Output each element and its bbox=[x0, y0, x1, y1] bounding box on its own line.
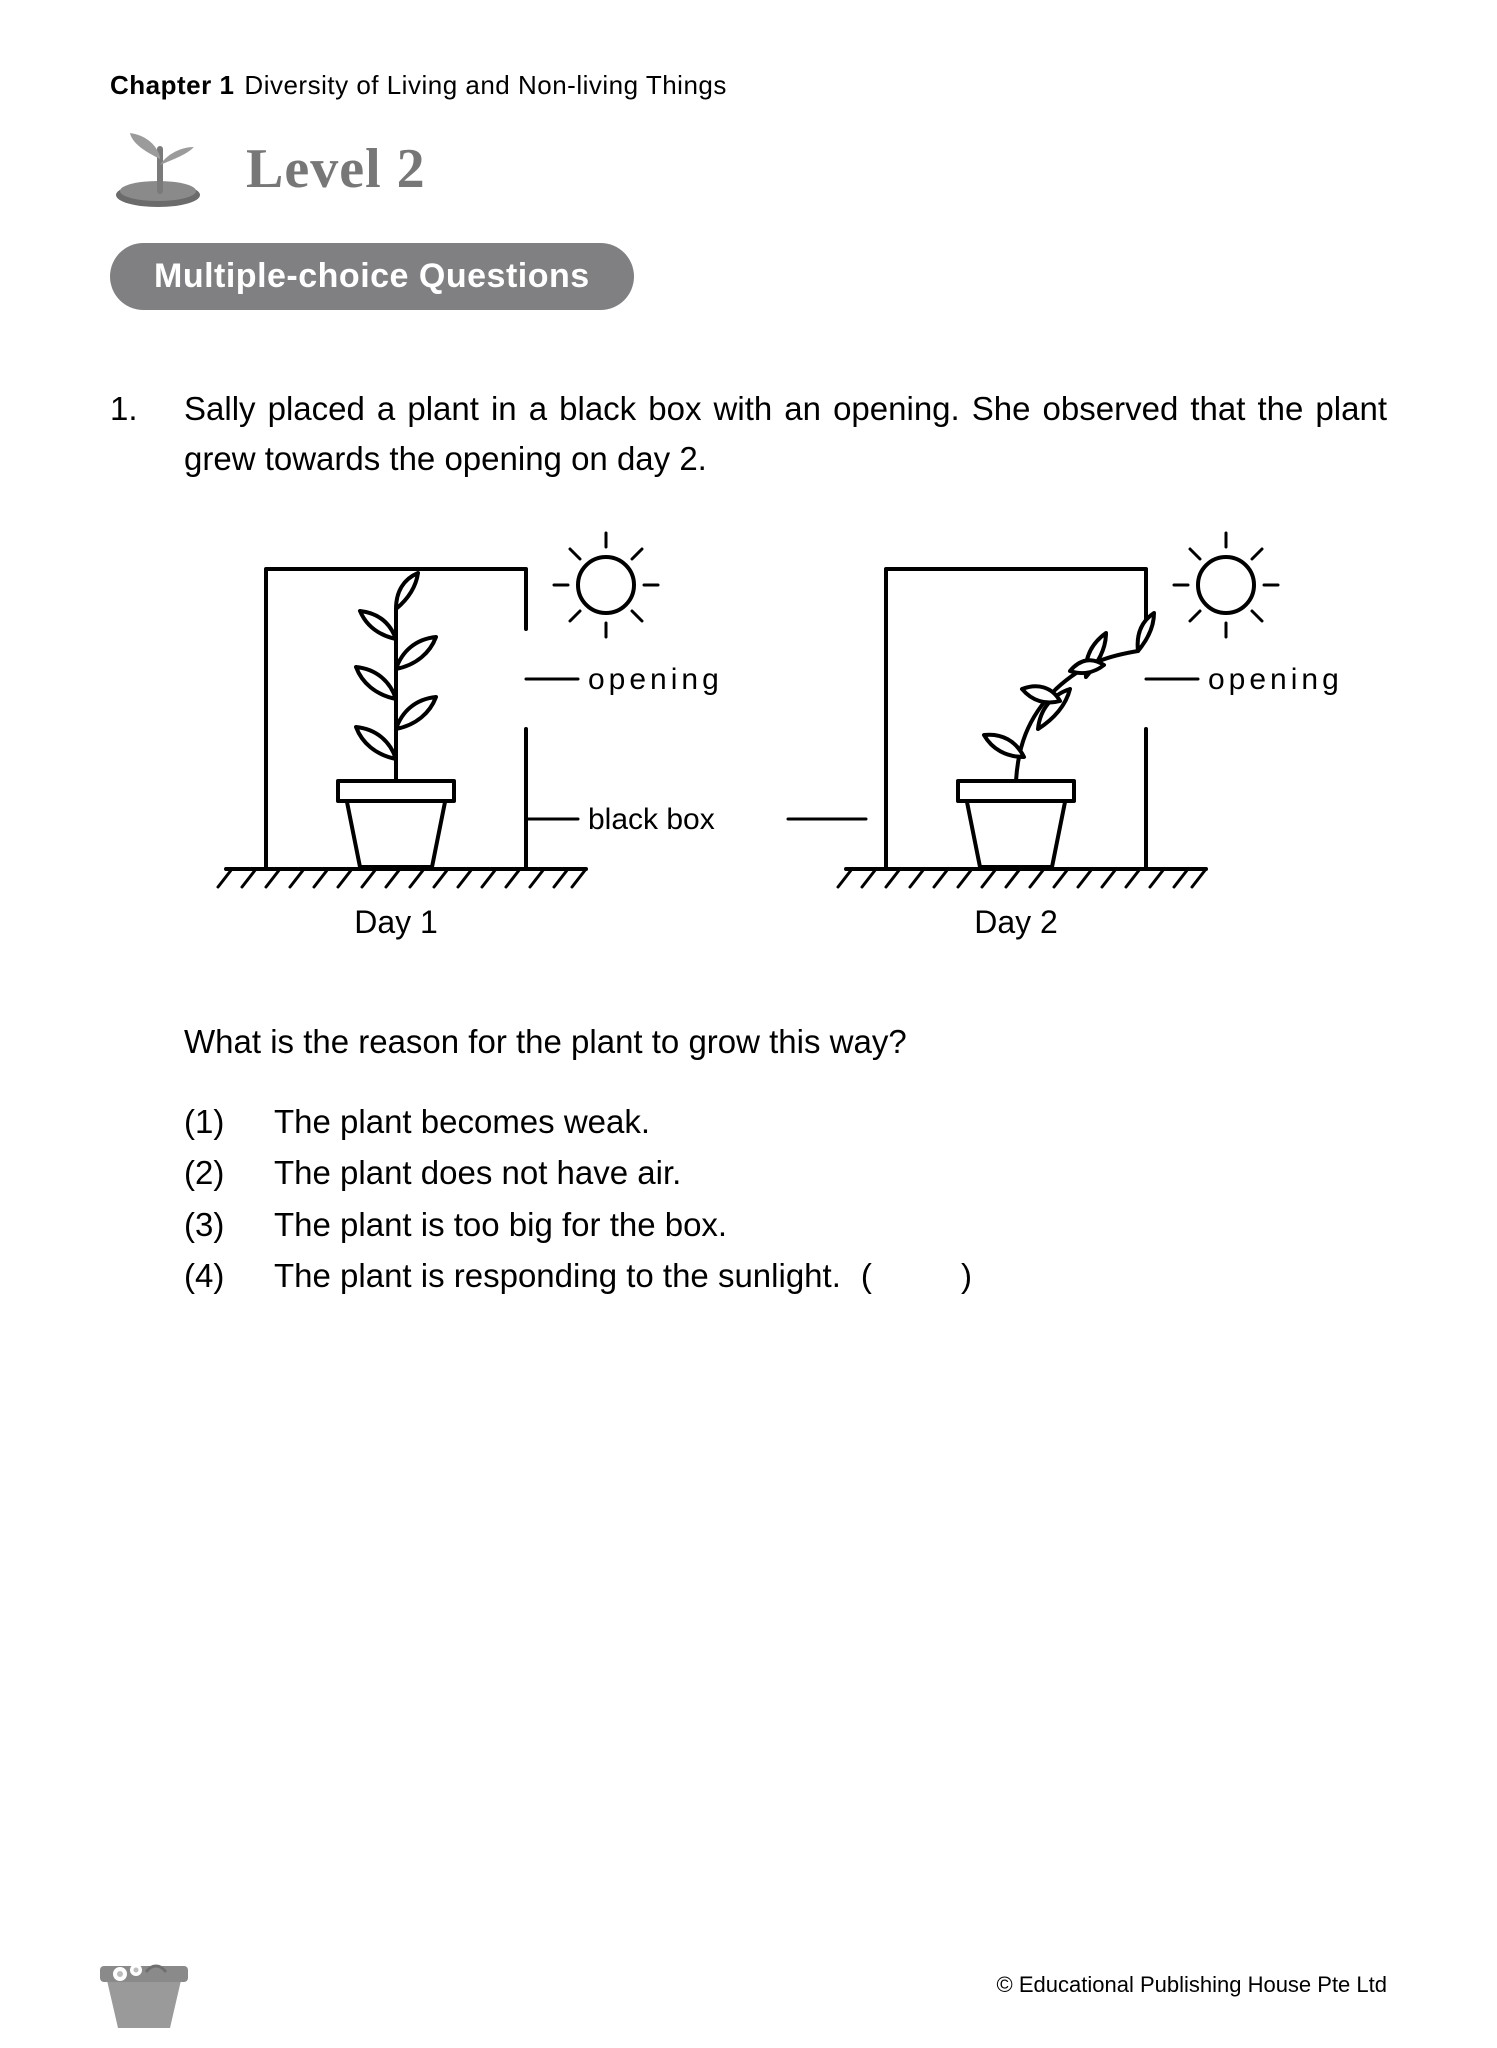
question-text: Sally placed a plant in a black box with… bbox=[184, 384, 1387, 483]
section-heading: Multiple-choice Questions bbox=[110, 243, 1387, 310]
choice-text: The plant becomes weak. bbox=[274, 1097, 650, 1147]
choice-text: The plant is responding to the sunlight. bbox=[274, 1251, 841, 1301]
worksheet-page: Chapter 1 Diversity of Living and Non-liv… bbox=[0, 0, 1497, 2048]
sprout-icon bbox=[110, 129, 220, 209]
level-row: Level 2 bbox=[110, 129, 1387, 209]
flowerpot-icon bbox=[96, 1962, 192, 2032]
svg-text:black box: black box bbox=[588, 803, 715, 836]
choice-text: The plant does not have air. bbox=[274, 1148, 681, 1198]
mcq-pill: Multiple-choice Questions bbox=[110, 243, 634, 310]
choice-item[interactable]: (2) The plant does not have air. bbox=[184, 1148, 1387, 1198]
answer-blank[interactable]: ( ) bbox=[861, 1251, 1012, 1301]
choice-text: The plant is too big for the box. bbox=[274, 1200, 727, 1250]
svg-text:opening: opening bbox=[588, 663, 723, 696]
choice-list: (1) The plant becomes weak. (2) The plan… bbox=[184, 1097, 1387, 1301]
choice-number: (2) bbox=[184, 1148, 254, 1198]
choice-item[interactable]: (4) The plant is responding to the sunli… bbox=[184, 1251, 1387, 1301]
experiment-diagram: opening black box Day 1 bbox=[184, 529, 1387, 969]
choice-number: (4) bbox=[184, 1251, 254, 1301]
sub-question: What is the reason for the plant to grow… bbox=[184, 1017, 1387, 1067]
choice-number: (1) bbox=[184, 1097, 254, 1147]
question-block: 1. Sally placed a plant in a black box w… bbox=[110, 384, 1387, 1303]
choice-item[interactable]: (1) The plant becomes weak. bbox=[184, 1097, 1387, 1147]
chapter-number: Chapter 1 bbox=[110, 70, 234, 100]
chapter-header: Chapter 1 Diversity of Living and Non-liv… bbox=[110, 70, 1387, 101]
question-number: 1. bbox=[110, 384, 150, 1303]
copyright-text: © Educational Publishing House Pte Ltd bbox=[997, 1972, 1387, 1998]
chapter-title: Diversity of Living and Non-living Thing… bbox=[244, 70, 726, 100]
svg-text:Day 1: Day 1 bbox=[354, 904, 438, 940]
svg-text:Day 2: Day 2 bbox=[974, 904, 1058, 940]
level-label: Level 2 bbox=[246, 137, 426, 201]
svg-text:opening: opening bbox=[1208, 663, 1343, 696]
choice-item[interactable]: (3) The plant is too big for the box. bbox=[184, 1200, 1387, 1250]
page-footer: 6 © Educational Publishing House Pte Ltd bbox=[0, 1964, 1497, 1998]
choice-number: (3) bbox=[184, 1200, 254, 1250]
